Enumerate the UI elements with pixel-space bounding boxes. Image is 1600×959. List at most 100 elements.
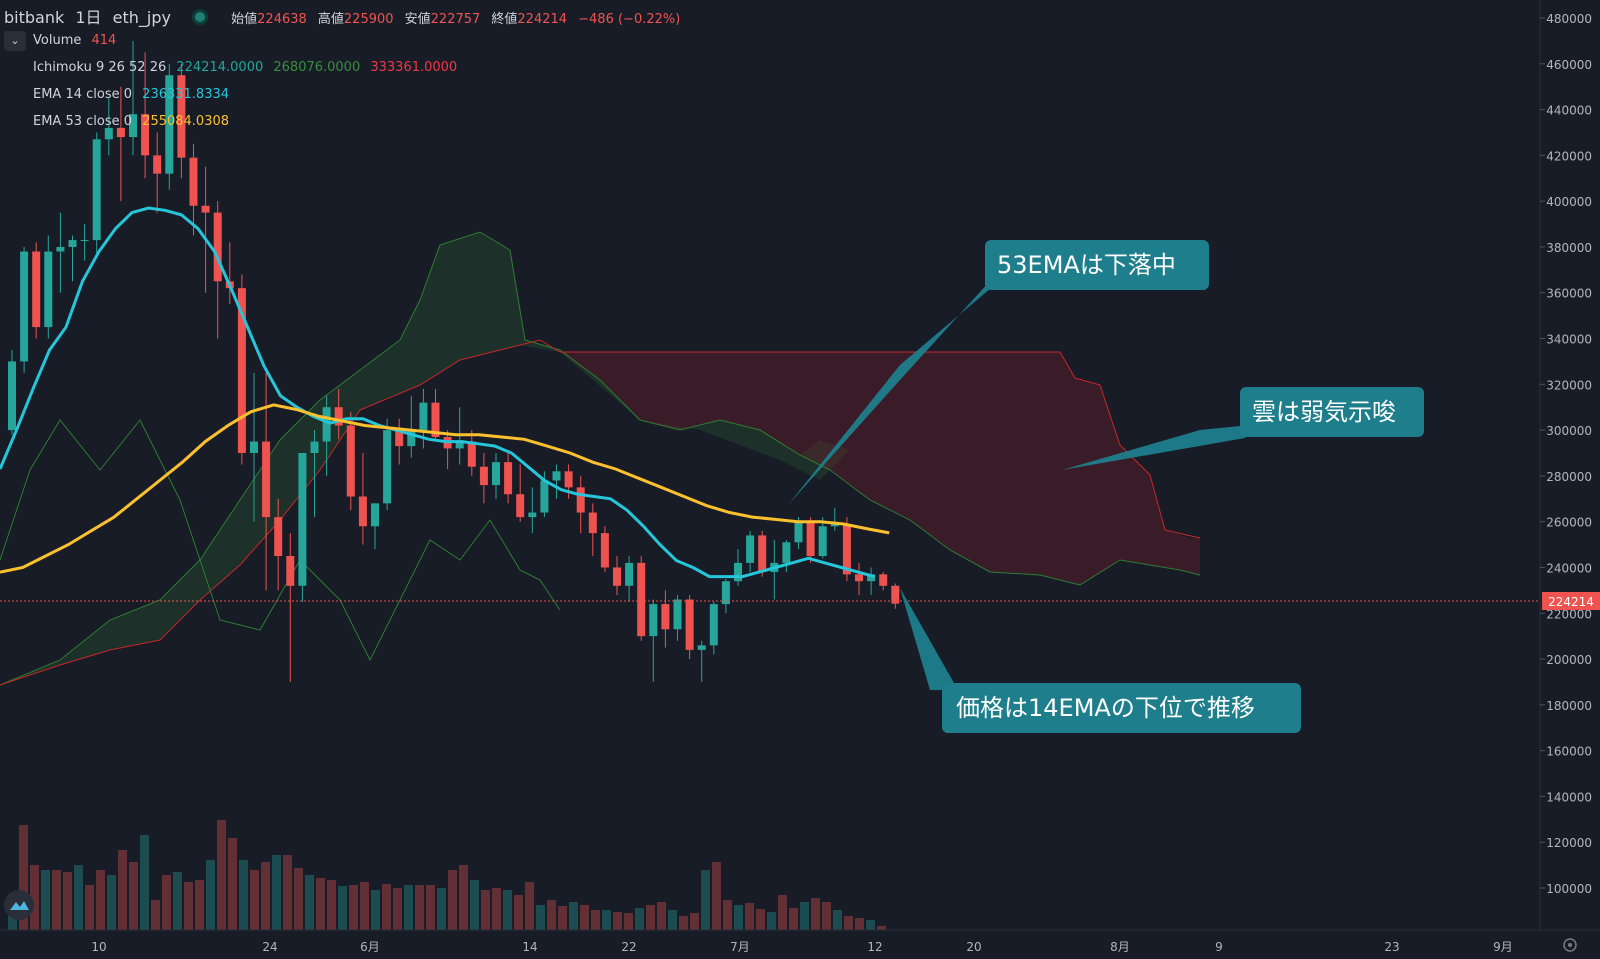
- ichimoku-indicator[interactable]: Ichimoku 9 26 52 26 224214.0000 268076.0…: [33, 60, 463, 75]
- exchange-name[interactable]: bitbank: [4, 8, 65, 27]
- volume-bar: [360, 882, 369, 930]
- candle-body: [358, 496, 367, 527]
- volume-bar: [778, 895, 787, 930]
- candle-body: [806, 521, 815, 557]
- candle-body: [576, 487, 585, 513]
- volume-bar: [679, 916, 688, 930]
- candle-body: [830, 523, 839, 527]
- time-tick-label: 8月: [1110, 940, 1130, 954]
- price-axis[interactable]: 480000 460000 440000 420000 400000 380000 3600…: [1540, 12, 1592, 896]
- ema53-indicator[interactable]: EMA 53 close 0 255084.0308: [33, 114, 235, 129]
- candle-body: [431, 402, 440, 437]
- volume-bar: [118, 850, 127, 930]
- price-tick-label: 100000: [1546, 882, 1592, 896]
- candle-body: [540, 480, 549, 513]
- price-tick-label: 240000: [1546, 561, 1592, 575]
- volume-bar: [756, 909, 765, 930]
- candle-body: [818, 526, 827, 557]
- tradingview-logo-icon[interactable]: [4, 890, 34, 920]
- candle-body: [56, 246, 65, 252]
- interval-label[interactable]: 1日: [75, 8, 102, 27]
- volume-bar: [789, 908, 798, 930]
- volume-label: Volume: [33, 33, 82, 48]
- time-tick-label: 6月: [360, 940, 380, 954]
- volume-bar: [96, 870, 105, 930]
- senkou-span-a-line: [0, 231, 1201, 686]
- ema-lines: [0, 206, 890, 579]
- price-tick-label: 340000: [1546, 333, 1592, 347]
- candle-body: [165, 75, 174, 174]
- market-status-icon: [192, 9, 209, 25]
- volume-bar: [602, 910, 611, 930]
- candle-body: [395, 430, 404, 447]
- candle-body: [516, 494, 525, 518]
- candle-body: [613, 567, 621, 586]
- volume-bar: [723, 900, 732, 930]
- candle-body: [661, 604, 670, 630]
- settings-gear-icon[interactable]: [1563, 938, 1577, 952]
- price-tick-label: 380000: [1546, 241, 1592, 255]
- last-price-label: 224214: [1548, 595, 1594, 609]
- callout-text-cloud: 雲は弱気示唆: [1252, 398, 1396, 426]
- candle-body: [177, 75, 186, 158]
- low-label: 安値: [404, 12, 431, 27]
- volume-bar: [239, 860, 248, 930]
- volume-bar: [173, 872, 182, 930]
- candle-body: [116, 127, 125, 138]
- price-tick-label: 360000: [1546, 287, 1592, 301]
- candlesticks[interactable]: [8, 40, 900, 682]
- collapse-legend-chevron-icon[interactable]: ⌄: [4, 31, 26, 51]
- volume-bar: [613, 912, 622, 930]
- volume-bar: [657, 902, 666, 930]
- volume-bar: [426, 885, 435, 930]
- volume-bar: [690, 913, 699, 930]
- candle-body: [685, 599, 694, 650]
- candle-body: [383, 430, 392, 504]
- volume-bar: [569, 902, 578, 930]
- annotation-callouts: 53EMAは下落中 雲は弱気示唆 価格は14EMAの下位で推移: [788, 240, 1424, 733]
- volume-indicator[interactable]: Volume 414: [33, 33, 122, 48]
- volume-bar: [162, 875, 171, 930]
- ichimoku-value-1: 224214.0000: [176, 60, 264, 75]
- volume-bar: [701, 870, 710, 930]
- pair-name[interactable]: eth_jpy: [112, 8, 171, 27]
- close-label: 終値: [491, 12, 518, 27]
- price-tick-label: 180000: [1546, 699, 1592, 713]
- candle-body: [8, 361, 16, 431]
- volume-bar: [327, 880, 336, 930]
- volume-bar: [217, 820, 226, 930]
- time-axis[interactable]: 10 24 6月 14 22 7月 12 20 8月 9 23 9月: [91, 940, 1512, 954]
- candle-body: [68, 240, 77, 247]
- candle-body: [492, 462, 500, 486]
- candle-body: [637, 562, 646, 637]
- ema14-value: 236331.8334: [142, 87, 230, 102]
- volume-bar: [129, 862, 138, 930]
- price-tick-label: 220000: [1546, 607, 1592, 621]
- candle-body: [310, 441, 319, 453]
- time-tick-label: 12: [867, 940, 882, 954]
- volume-bars: [8, 820, 886, 930]
- candle-body: [746, 535, 755, 563]
- candle-body: [286, 556, 295, 586]
- senkou-span-b-line: [0, 339, 1201, 686]
- volume-bar: [140, 835, 149, 930]
- volume-bar: [635, 908, 644, 930]
- time-tick-label: 22: [621, 940, 636, 954]
- callout-box-cloud[interactable]: [1240, 387, 1424, 437]
- ichimoku-lines: [0, 231, 1201, 686]
- last-price-badge: [1542, 592, 1600, 610]
- callout-box-ema53[interactable]: [985, 240, 1209, 290]
- candle-body: [104, 127, 113, 140]
- callout-text-ema53: 53EMAは下落中: [997, 251, 1176, 279]
- candle-body: [564, 471, 573, 488]
- ema14-line: [0, 206, 875, 579]
- candle-body: [153, 155, 162, 174]
- ema14-indicator[interactable]: EMA 14 close 0 236331.8334: [33, 87, 235, 102]
- callout-box-price[interactable]: [942, 683, 1301, 733]
- chikou-span-line: [0, 419, 561, 662]
- time-tick-label: 23: [1384, 940, 1399, 954]
- candle-body: [334, 407, 343, 426]
- volume-bar: [63, 872, 72, 930]
- candle-body: [673, 599, 682, 630]
